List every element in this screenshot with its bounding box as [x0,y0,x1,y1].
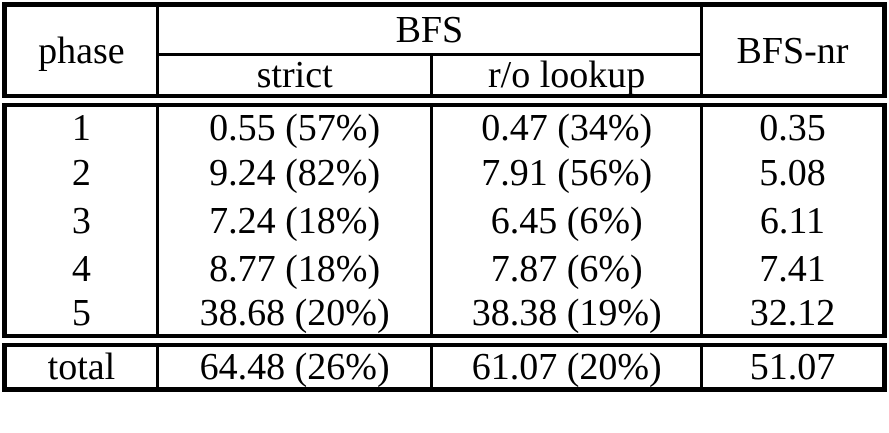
cell-phase: 3 [3,196,159,245]
cell-phase: 1 [3,100,159,149]
cell-bfs-nr: 7.41 [699,244,887,293]
cell-bfs-nr: 6.11 [699,196,887,245]
cell-bfs-nr: 32.12 [699,292,887,341]
cell-bfs-nr: 0.35 [699,100,887,149]
cell-strict: 7.24 (18%) [155,196,434,245]
header-group-row: phase BFS BFS-nr [3,4,887,107]
cell-ro-lookup: 6.45 (6%) [430,196,703,245]
cell-total-strict: 64.48 (26%) [155,334,434,390]
table-row: 5 38.68 (20%) 38.38 (19%) 32.12 [3,292,887,341]
cell-total-label: total [3,334,159,390]
table-row: 3 7.24 (18%) 6.45 (6%) 6.11 [3,196,887,245]
cell-strict: 38.68 (20%) [155,292,434,341]
table-row: 4 8.77 (18%) 7.87 (6%) 7.41 [3,244,887,293]
header-strict: strict [155,54,434,107]
cell-ro-lookup: 7.91 (56%) [430,148,703,197]
total-row: total 64.48 (26%) 61.07 (20%) 51.07 [3,334,887,390]
header-phase: phase [3,4,159,107]
results-table: phase BFS BFS-nr strict r/o lookup 1 0.5… [2,2,887,392]
header-bfs-nr: BFS-nr [699,4,887,107]
table-row: 2 9.24 (82%) 7.91 (56%) 5.08 [3,148,887,197]
header-ro-lookup: r/o lookup [430,54,703,107]
header-subcolumns-row: strict r/o lookup [5,54,885,107]
cell-phase: 2 [3,148,159,197]
cell-strict: 8.77 (18%) [155,244,434,293]
cell-phase: 5 [3,292,159,341]
cell-total-bfs-nr: 51.07 [699,334,887,390]
cell-bfs-nr: 5.08 [699,148,887,197]
table-row: 1 0.55 (57%) 0.47 (34%) 0.35 [3,100,887,149]
cell-phase: 4 [3,244,159,293]
cell-ro-lookup: 38.38 (19%) [430,292,703,341]
cell-ro-lookup: 0.47 (34%) [430,100,703,149]
cell-ro-lookup: 7.87 (6%) [430,244,703,293]
cell-strict: 0.55 (57%) [155,100,434,149]
header-bfs-group: BFS [155,4,703,56]
cell-total-ro-lookup: 61.07 (20%) [430,334,703,390]
cell-strict: 9.24 (82%) [155,148,434,197]
